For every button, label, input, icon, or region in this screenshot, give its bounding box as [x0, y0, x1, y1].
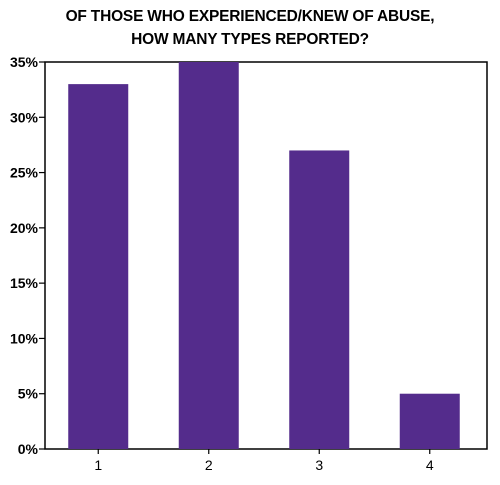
y-tick-label: 25%: [10, 165, 39, 181]
y-tick-label: 30%: [10, 109, 39, 125]
x-tick-label: 3: [315, 457, 323, 473]
y-tick-label: 15%: [10, 275, 39, 291]
chart-title-line-1: OF THOSE WHO EXPERIENCED/KNEW OF ABUSE,: [65, 8, 435, 25]
y-axis: 0% 5% 10% 15% 20% 25% 30% 35%: [10, 54, 45, 457]
y-tick-label: 20%: [10, 220, 39, 236]
bar-2: [178, 62, 239, 449]
x-tick-label: 1: [94, 457, 102, 473]
y-tick-label: 10%: [10, 330, 39, 346]
chart-title-line-2: HOW MANY TYPES REPORTED?: [131, 31, 369, 48]
plot-frame: [44, 61, 488, 450]
bars: [68, 62, 460, 449]
x-tick-label: 2: [205, 457, 213, 473]
bar-4: [399, 393, 460, 449]
y-tick-label: 5%: [18, 386, 39, 402]
bar-1: [68, 84, 129, 449]
y-tick-label: 0%: [18, 441, 39, 457]
chart-title: OF THOSE WHO EXPERIENCED/KNEW OF ABUSE, …: [0, 5, 500, 51]
bar-3: [289, 150, 350, 449]
x-axis: 1 2 3 4: [94, 449, 434, 473]
y-tick-label: 35%: [10, 54, 39, 70]
x-tick-label: 4: [426, 457, 434, 473]
